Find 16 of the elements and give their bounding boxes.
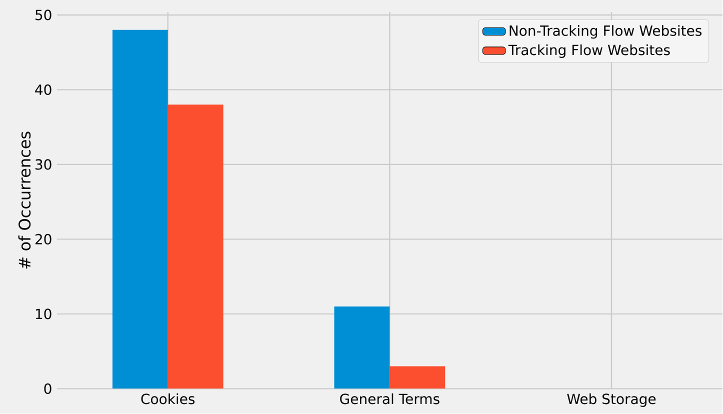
- bar: [390, 366, 446, 389]
- x-tick-label: General Terms: [340, 394, 440, 404]
- x-tick-label: Web Storage: [567, 394, 656, 408]
- y-tick-label: 40: [35, 84, 52, 96]
- x-tick-label: Cookies: [141, 394, 195, 404]
- y-tick-label: 30: [36, 159, 52, 170]
- y-tick-label: 10: [36, 308, 52, 320]
- bar: [112, 30, 168, 389]
- y-tick-label: 20: [35, 234, 52, 245]
- legend-label: Non-Tracking Flow Websites: [510, 25, 702, 39]
- bar: [334, 306, 390, 389]
- y-axis-title: # of Occurrences: [18, 132, 31, 269]
- y-tick-label: 0: [44, 384, 52, 394]
- legend-label: Tracking Flow Websites: [508, 44, 670, 58]
- bar: [168, 104, 224, 389]
- y-tick-label: 50: [36, 10, 52, 20]
